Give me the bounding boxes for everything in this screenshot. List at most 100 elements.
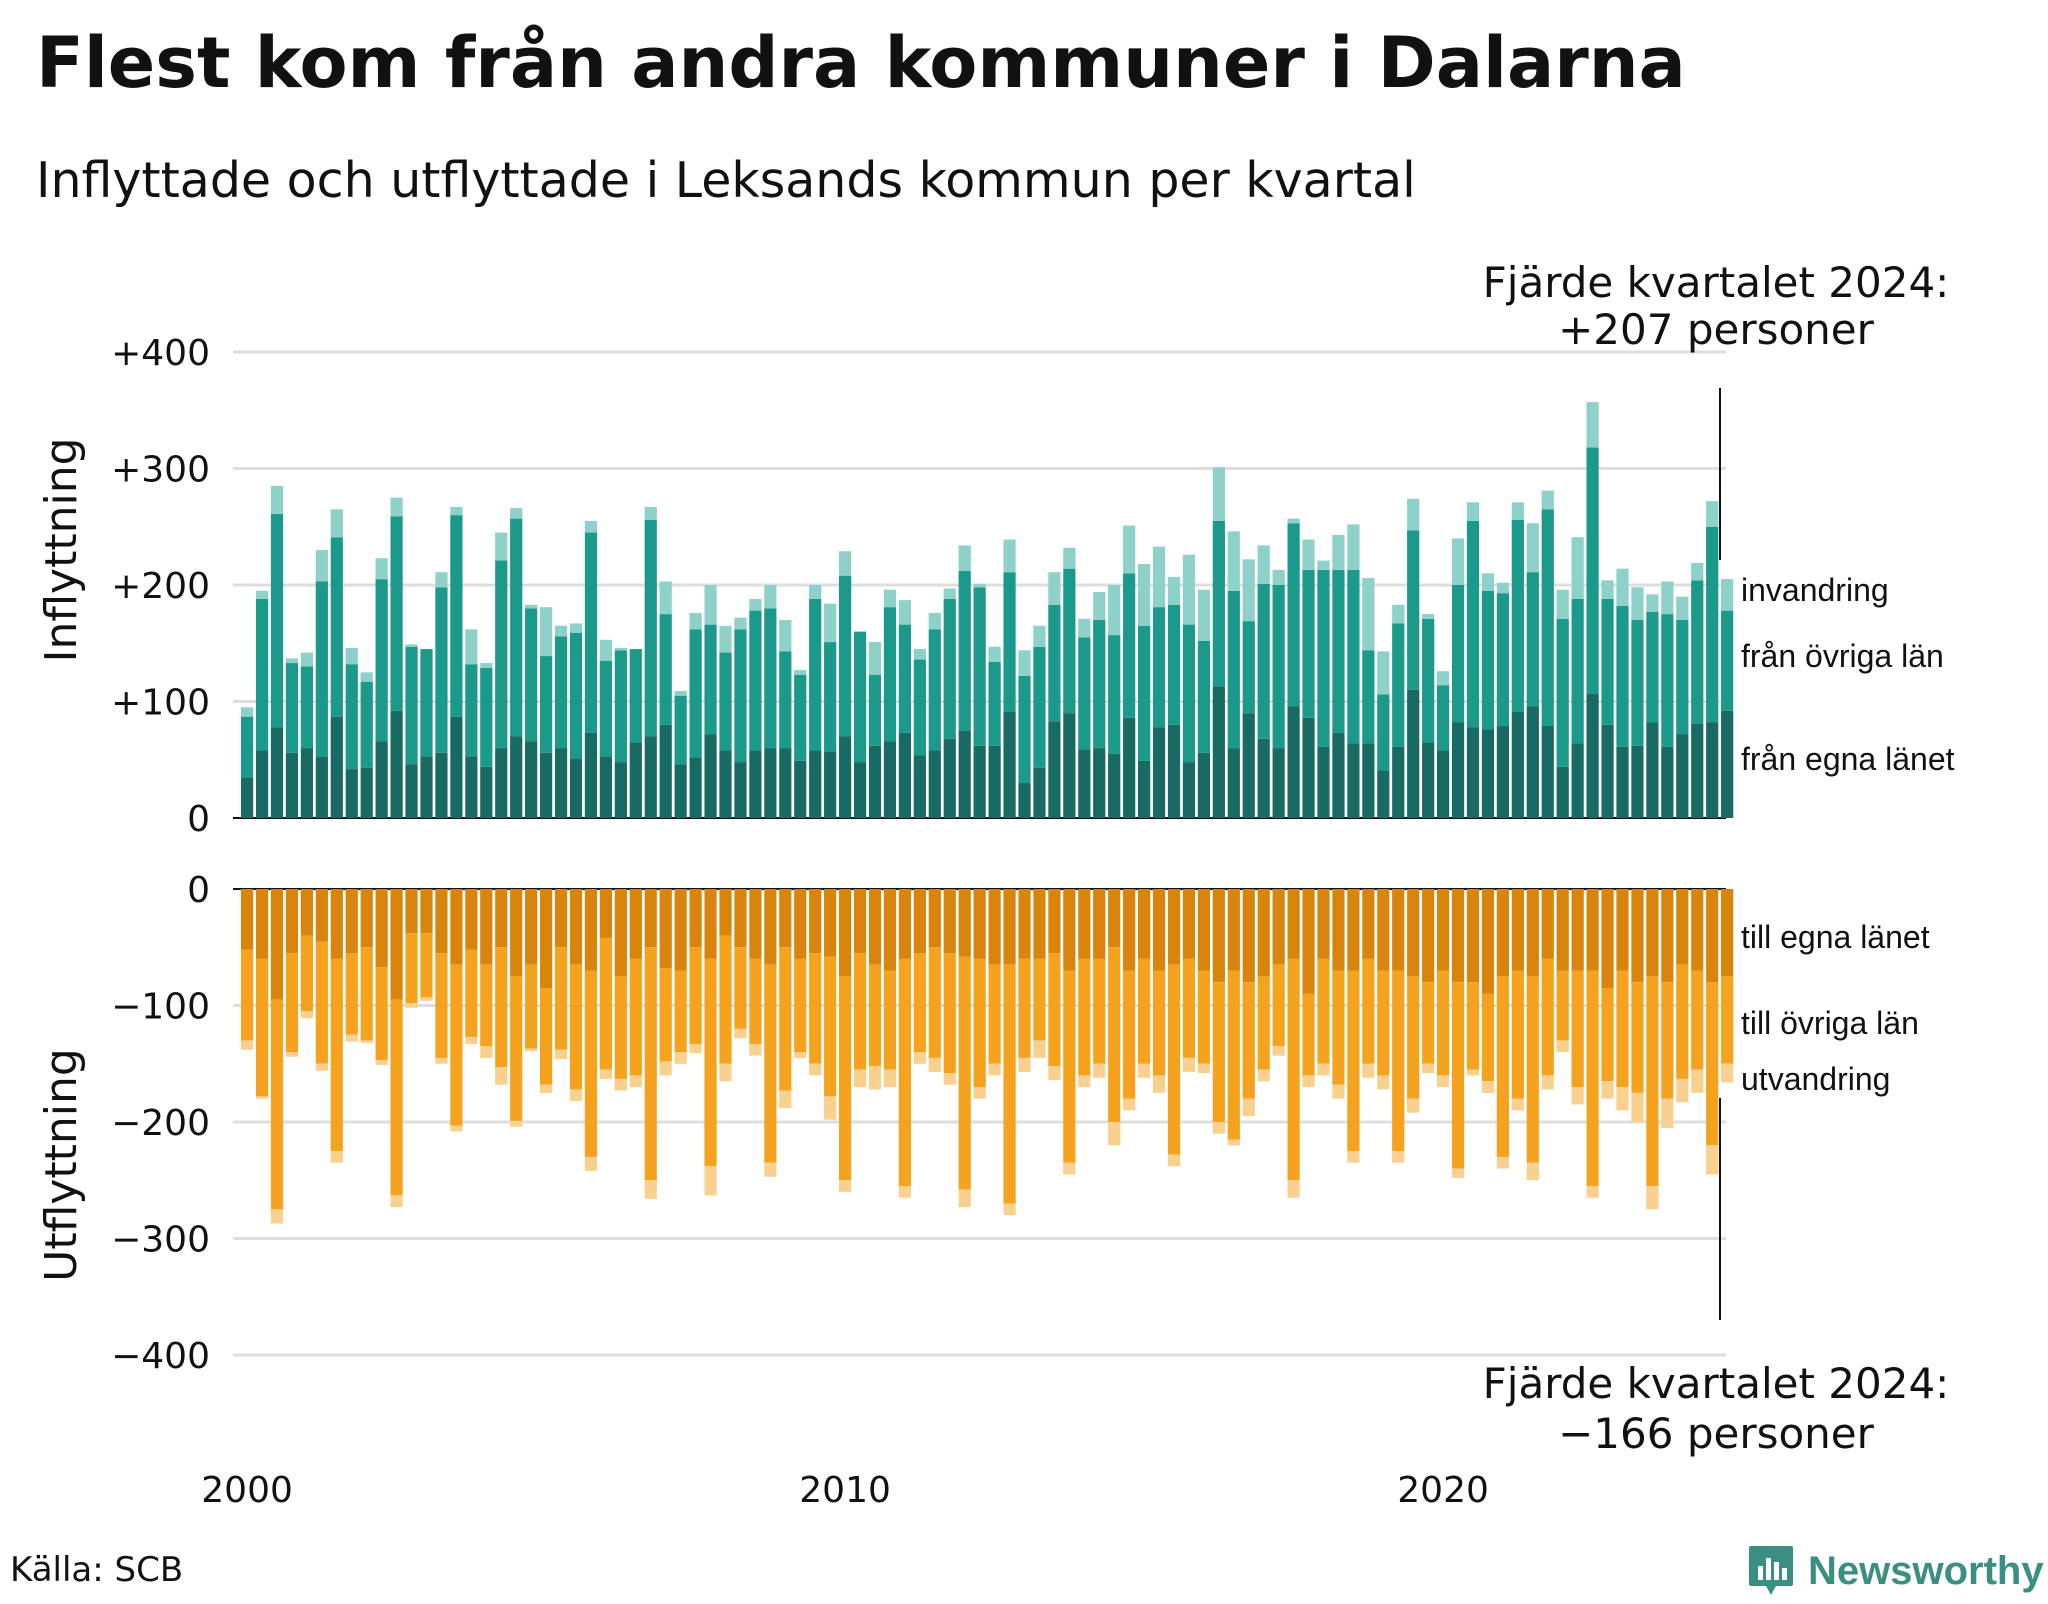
outflow-bar	[913, 1052, 926, 1064]
outflow-bar	[883, 1069, 897, 1088]
outflow-bar	[450, 889, 463, 965]
inflow-bar	[1601, 580, 1614, 599]
inflow-bar	[315, 756, 328, 818]
inflow-bar	[1706, 501, 1719, 527]
outflow-bar	[1466, 889, 1480, 983]
outflow-bar	[839, 889, 852, 977]
inflow-bar	[255, 750, 269, 818]
inflow-bar	[420, 756, 433, 818]
inflow-bar	[1422, 614, 1435, 619]
outflow-bar	[794, 958, 807, 1053]
outflow-bar	[465, 889, 478, 950]
outflow-bar	[674, 1052, 687, 1064]
outflow-bar	[405, 1003, 418, 1008]
outflow-bar	[450, 964, 463, 1126]
inflow-bar	[300, 652, 313, 667]
inflow-bar	[330, 716, 343, 818]
outflow-bar	[495, 947, 508, 1068]
inflow-bar	[584, 532, 598, 733]
inflow-bar	[809, 598, 822, 751]
inflow-bar	[824, 603, 837, 643]
inflow-bar	[1272, 748, 1285, 818]
outflow-bar	[1646, 1186, 1659, 1210]
outflow-bar	[868, 1066, 882, 1090]
y-tick-label: −200	[111, 1103, 210, 1144]
outflow-bar	[1048, 1066, 1061, 1081]
outflow-bar	[1556, 970, 1569, 1041]
outflow-bar	[390, 999, 403, 1196]
outflow-bar	[584, 1156, 598, 1171]
inflow-bar	[614, 647, 627, 651]
inflow-bar	[420, 649, 433, 757]
outflow-bar	[809, 889, 822, 954]
inflow-bar	[1721, 610, 1734, 711]
inflow-bar	[1018, 783, 1031, 818]
outflow-bar	[1018, 889, 1031, 959]
outflow-bar	[405, 933, 418, 1004]
outflow-bar	[689, 889, 702, 948]
inflow-bar	[704, 624, 717, 735]
outflow-bar	[779, 947, 792, 1091]
inflow-bar	[525, 608, 538, 742]
outflow-bar	[1003, 964, 1016, 1204]
outflow-bar	[764, 964, 777, 1163]
outflow-bar	[794, 889, 807, 959]
inflow-bar	[1317, 746, 1330, 818]
outflow-bar	[241, 889, 254, 950]
inflow-bar	[1048, 572, 1061, 605]
outflow-bar	[480, 889, 493, 965]
inflow-bar	[285, 663, 299, 753]
inflow-bar	[913, 755, 926, 818]
inflow-bar	[719, 625, 732, 653]
outflow-bar	[1451, 1168, 1465, 1178]
outflow-series-label: utvandring	[1741, 1061, 1890, 1097]
outflow-bar	[1242, 1098, 1255, 1117]
inflow-bar	[1526, 572, 1539, 707]
outflow-bar	[1123, 1098, 1136, 1111]
outflow-bar	[1571, 1087, 1584, 1105]
outflow-bar	[345, 1034, 358, 1042]
outflow-bar	[599, 1069, 612, 1079]
outflow-bar	[315, 941, 328, 1064]
inflow-bar	[330, 537, 343, 717]
outflow-bar	[1526, 889, 1539, 977]
outflow-bar	[1003, 1203, 1016, 1216]
outflow-bar	[1556, 1040, 1569, 1053]
inflow-bar	[988, 646, 1001, 662]
outflow-bar	[1481, 993, 1495, 1082]
outflow-bar	[1541, 958, 1554, 1076]
inflow-bar	[1212, 520, 1225, 687]
outflow-bar	[1093, 1063, 1106, 1078]
inflow-bar	[315, 581, 328, 757]
inflow-bar	[898, 600, 911, 625]
outflow-bar	[749, 1043, 762, 1056]
inflow-bar	[1571, 598, 1584, 744]
inflow-bar	[958, 545, 971, 572]
outflow-bar	[614, 1078, 627, 1091]
inflow-bar	[1556, 618, 1569, 767]
outflow-bar	[1631, 1092, 1644, 1122]
inflow-bar	[1048, 721, 1061, 818]
inflow-bar	[1108, 585, 1121, 636]
inflow-bar	[1182, 624, 1196, 763]
inflow-bar	[255, 590, 269, 599]
outflow-bar	[1646, 889, 1659, 977]
outflow-bar	[1511, 1098, 1524, 1111]
outflow-bar	[988, 964, 1001, 1064]
inflow-bar	[1631, 587, 1644, 620]
outflow-bar	[1347, 970, 1360, 1152]
inflow-bar	[809, 750, 822, 818]
brand-logo: Newsworthy	[1748, 1538, 2044, 1604]
inflow-bar	[554, 748, 568, 818]
chart-title: Flest kom från andra kommuner i Dalarna	[36, 22, 1686, 104]
outflow-bar	[1003, 889, 1016, 965]
inflow-bar	[1466, 727, 1480, 818]
outflow-bar	[809, 1063, 822, 1076]
outflow-bar	[614, 889, 627, 977]
inflow-bar	[898, 732, 911, 818]
inflow-bar	[779, 619, 792, 652]
inflow-bar	[554, 636, 568, 749]
outflow-bar	[958, 889, 971, 957]
y-tick-label: −400	[111, 1336, 210, 1377]
inflow-bar	[1018, 650, 1031, 676]
